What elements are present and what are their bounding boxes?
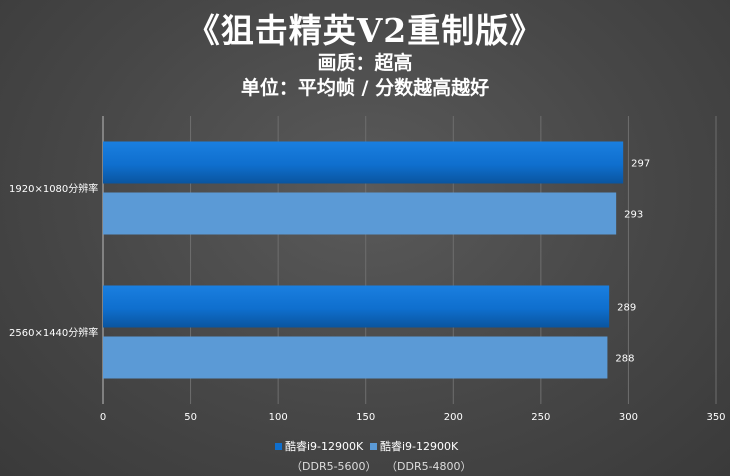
data-label-s2-1: 288: [615, 354, 634, 365]
chart-subtitle-unit: 单位：平均帧 / 分数越高越好: [240, 77, 490, 99]
data-label-s1-1: 289: [617, 303, 636, 314]
category-label-0: 1920×1080分辨率: [9, 182, 98, 195]
x-tick-label-100: 100: [269, 412, 288, 423]
legend-swatch-ddr5-5600: [275, 443, 282, 450]
legend-item-ddr5-4800: 酷睿i9-12900K （DDR5-4800）: [370, 438, 472, 474]
x-tick-label-200: 200: [444, 412, 463, 423]
chart-subtitle-quality: 画质：超高: [317, 52, 413, 74]
x-tick-label-50: 50: [184, 412, 197, 423]
x-tick-label-250: 250: [531, 412, 550, 423]
x-tick-label-0: 0: [100, 412, 106, 423]
legend-label-1-sub: （DDR5-5600）: [291, 460, 377, 473]
legend-item-ddr5-5600: 酷睿i9-12900K （DDR5-5600）: [275, 438, 377, 474]
category-label-1: 2560×1440分辨率: [9, 326, 98, 339]
bar-series1-0: [103, 141, 624, 184]
legend-swatch-ddr5-4800: [370, 443, 377, 450]
data-label-s2-0: 293: [624, 210, 643, 221]
data-label-s1-0: 297: [631, 159, 650, 170]
x-tick-label-300: 300: [619, 412, 638, 423]
x-tick-label-350: 350: [706, 412, 725, 423]
legend-label-1: 酷睿i9-12900K: [285, 440, 364, 453]
bar-series2-1: [103, 336, 608, 379]
bar-series2-0: [103, 192, 617, 235]
bar-series1-1: [103, 285, 610, 328]
legend-label-2: 酷睿i9-12900K: [380, 440, 459, 453]
x-tick-label-150: 150: [356, 412, 375, 423]
chart-title: 《狙击精英V2重制版》: [186, 11, 544, 50]
legend-label-2-sub: （DDR5-4800）: [386, 460, 472, 473]
